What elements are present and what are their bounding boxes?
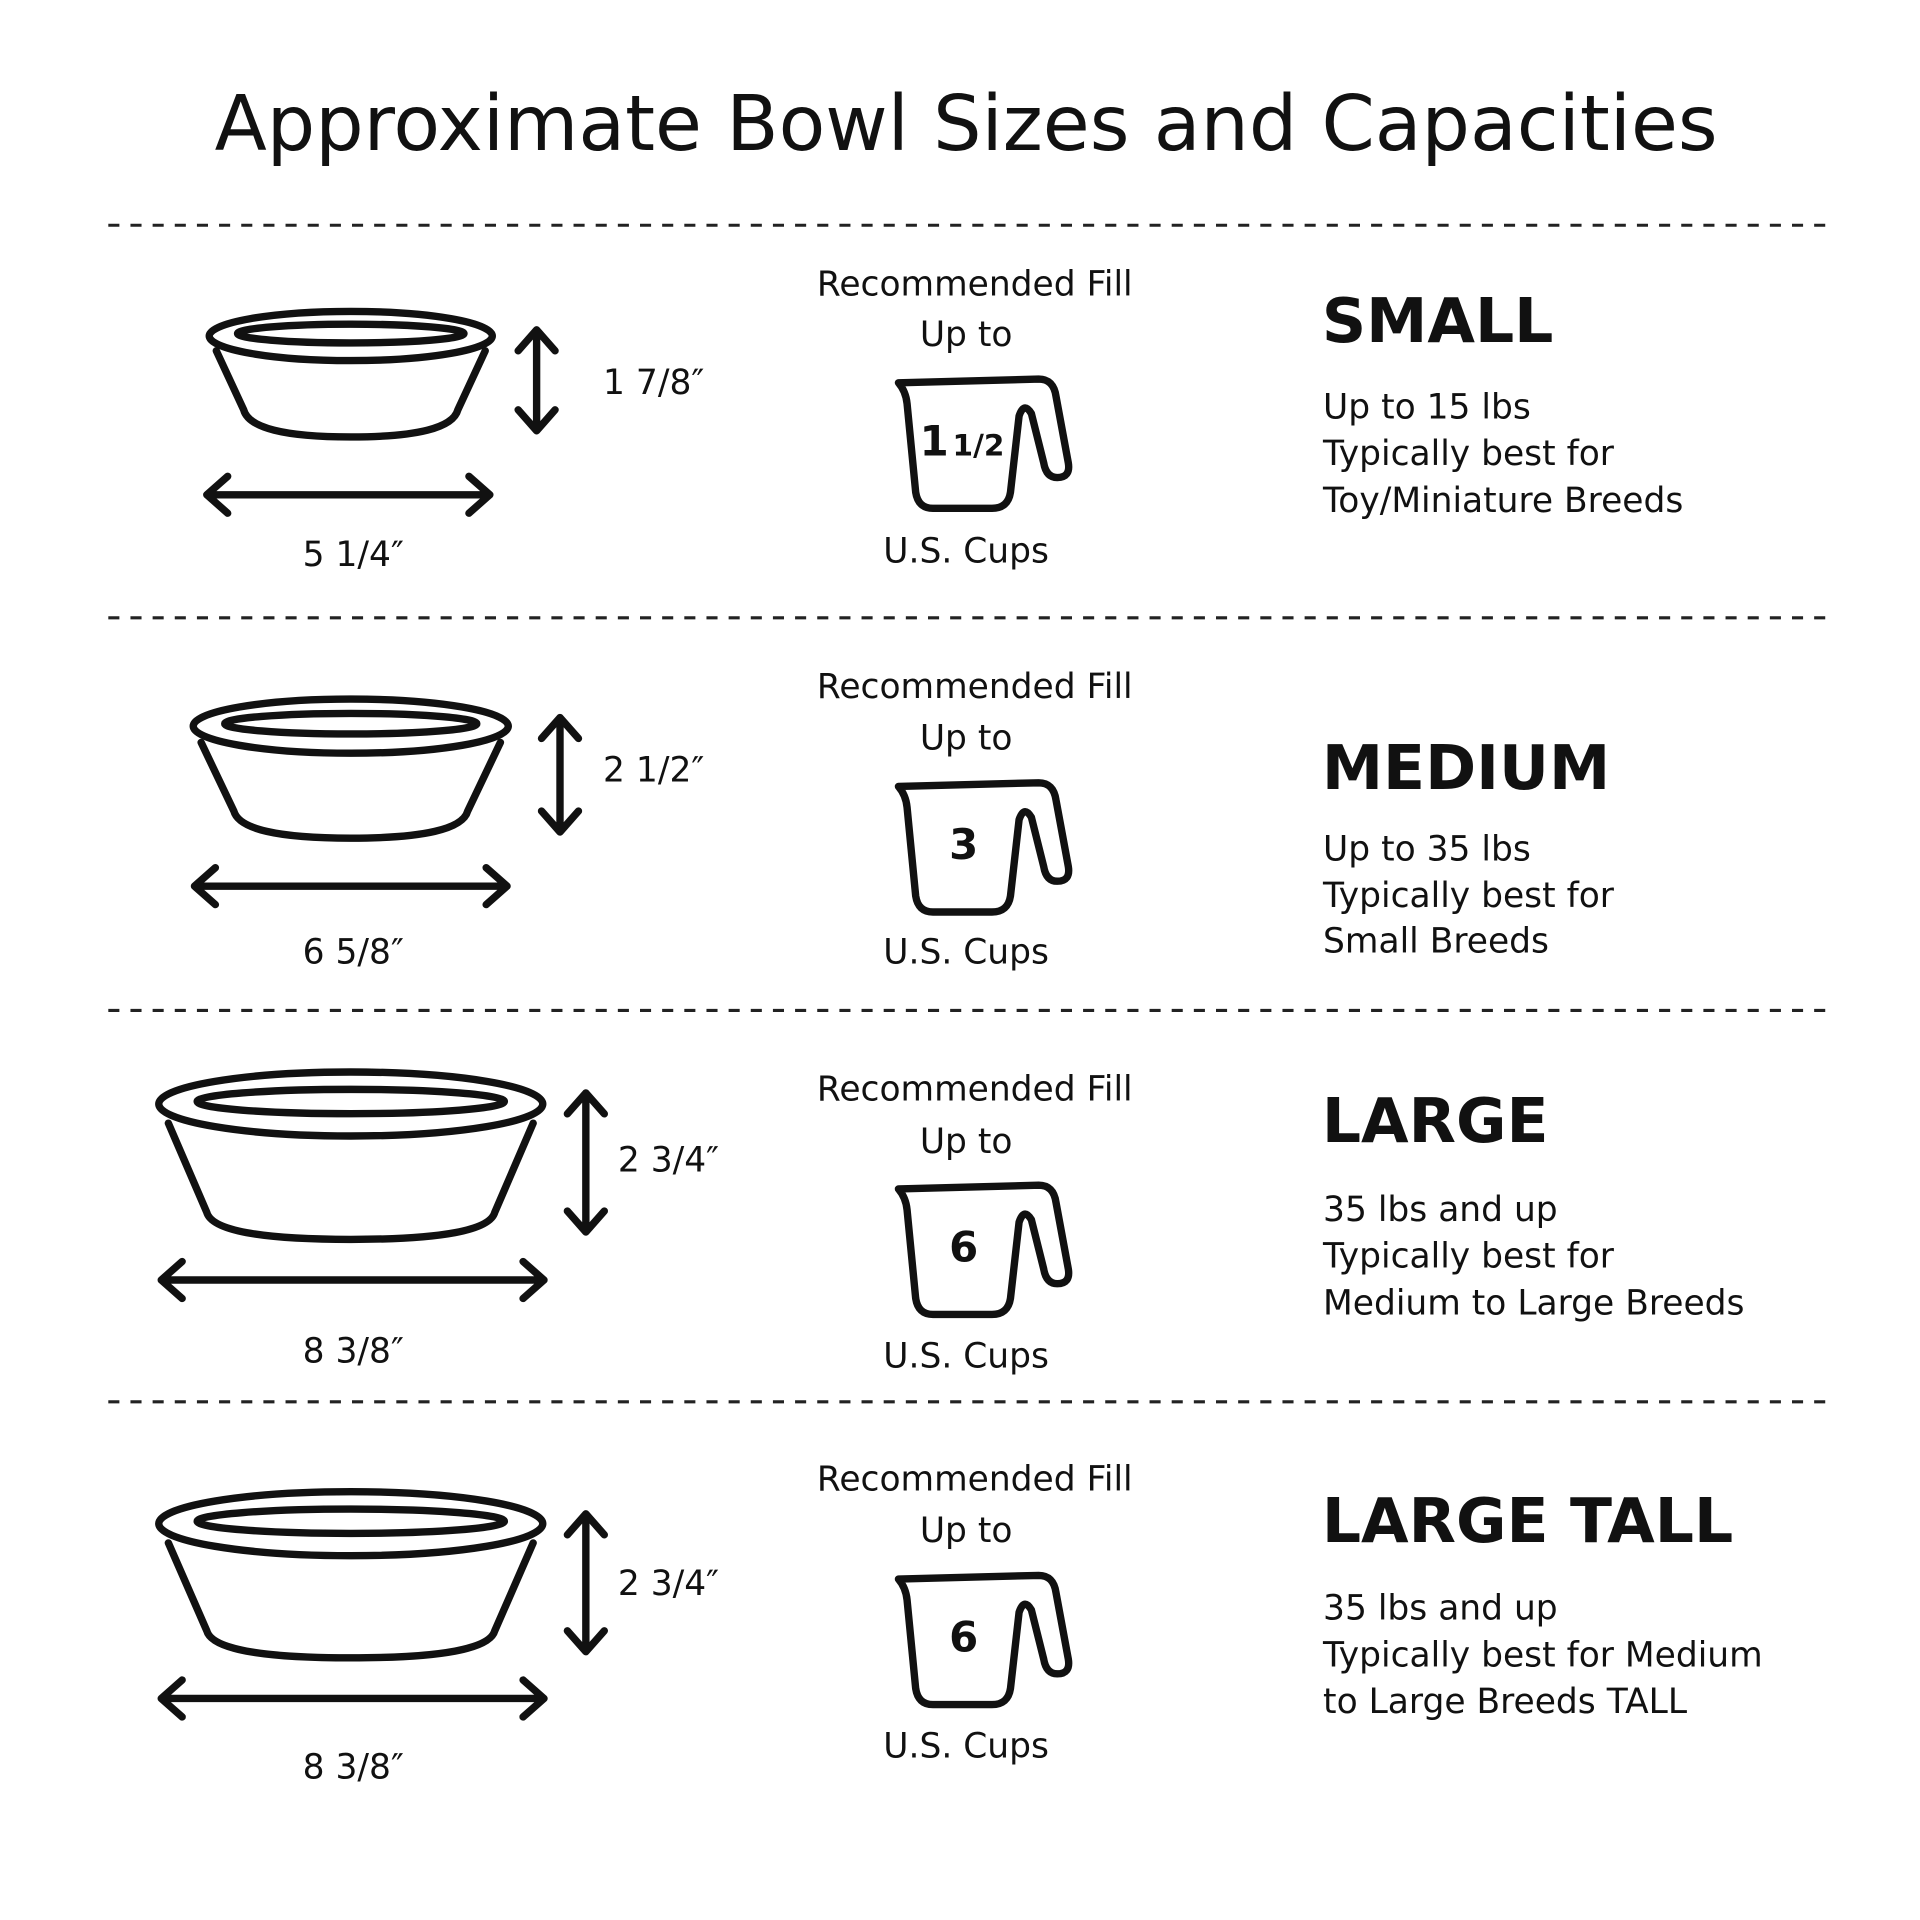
- size-description-line: Typically best for: [1322, 1237, 1615, 1277]
- height-arrow-icon: [563, 1510, 609, 1656]
- size-description-line: Medium to Large Breeds: [1323, 1283, 1744, 1323]
- size-description-line: 35 lbs and up: [1323, 1589, 1558, 1629]
- bowl-icon: [205, 307, 496, 441]
- recommended-fill-label: Recommended Fill: [817, 1459, 1133, 1499]
- width-label: 5 1/4″: [303, 535, 404, 575]
- bowl-icon: [189, 695, 512, 842]
- cup-amount: 1: [920, 416, 949, 465]
- recommended-fill-label: Recommended Fill: [817, 1069, 1133, 1109]
- measuring-cup-icon: [894, 1571, 1073, 1709]
- cup-amount: 6: [949, 1613, 978, 1662]
- page-title: Approximate Bowl Sizes and Capacities: [215, 79, 1718, 168]
- size-rows: 1 7/8″ 5 1/4″ Recommended Fill Up to 1 1/2 U.S…: [155, 264, 1763, 1787]
- size-description-line: Typically best for Medium: [1322, 1635, 1763, 1675]
- height-arrow-icon: [537, 713, 583, 836]
- up-to-label: Up to: [920, 1122, 1013, 1162]
- size-description-line: Typically best for: [1322, 876, 1615, 916]
- up-to-label: Up to: [920, 315, 1013, 355]
- size-description-line: Toy/Miniature Breeds: [1322, 481, 1683, 521]
- cup-amount: 6: [949, 1223, 978, 1272]
- size-description-line: 35 lbs and up: [1323, 1190, 1558, 1230]
- width-arrow-icon: [203, 472, 494, 517]
- size-description-line: Up to 15 lbs: [1323, 387, 1531, 427]
- recommended-fill-label: Recommended Fill: [817, 667, 1133, 707]
- up-to-label: Up to: [920, 1511, 1013, 1551]
- height-label: 2 3/4″: [618, 1141, 719, 1181]
- size-name: LARGE TALL: [1322, 1485, 1733, 1557]
- width-arrow-icon: [157, 1676, 548, 1721]
- height-arrow-icon: [563, 1089, 609, 1236]
- width-label: 8 3/8″: [303, 1331, 404, 1371]
- bowl-icon: [155, 1068, 547, 1244]
- height-arrow-icon: [514, 326, 559, 435]
- measuring-cup-icon: [894, 1181, 1073, 1319]
- unit-label: U.S. Cups: [883, 1727, 1049, 1767]
- bowl-icon: [155, 1488, 547, 1662]
- width-label: 8 3/8″: [303, 1747, 404, 1787]
- size-description-line: Typically best for: [1322, 434, 1615, 474]
- size-description-line: to Large Breeds TALL: [1323, 1682, 1688, 1722]
- unit-label: U.S. Cups: [883, 1336, 1049, 1376]
- size-description-line: Small Breeds: [1323, 922, 1549, 962]
- up-to-label: Up to: [920, 719, 1013, 759]
- size-row-medium: 2 1/2″ 6 5/8″ Recommended Fill Up to 3 U.S. C…: [189, 667, 1615, 973]
- height-label: 2 1/2″: [603, 751, 704, 791]
- size-name: SMALL: [1322, 285, 1554, 357]
- width-label: 6 5/8″: [303, 933, 404, 973]
- height-label: 2 3/4″: [618, 1564, 719, 1604]
- size-row-large: 2 3/4″ 8 3/8″ Recommended Fill Up to 6 U.S. C…: [155, 1068, 1744, 1376]
- size-row-large-tall: 2 3/4″ 8 3/8″ Recommended Fill Up to 6 U.S. C…: [155, 1459, 1763, 1787]
- size-name: MEDIUM: [1322, 732, 1610, 804]
- height-label: 1 7/8″: [603, 363, 704, 403]
- measuring-cup-icon: [894, 375, 1073, 512]
- width-arrow-icon: [190, 864, 511, 909]
- width-arrow-icon: [157, 1257, 548, 1303]
- size-name: LARGE: [1322, 1085, 1549, 1157]
- recommended-fill-label: Recommended Fill: [817, 264, 1133, 304]
- cup-amount: 3: [949, 820, 978, 869]
- unit-label: U.S. Cups: [883, 933, 1049, 973]
- size-description-line: Up to 35 lbs: [1323, 829, 1531, 869]
- cup-amount-fraction: 1/2: [953, 428, 1005, 462]
- unit-label: U.S. Cups: [883, 531, 1049, 571]
- size-row-small: 1 7/8″ 5 1/4″ Recommended Fill Up to 1 1/2 U.S…: [203, 264, 1683, 575]
- measuring-cup-icon: [894, 779, 1073, 916]
